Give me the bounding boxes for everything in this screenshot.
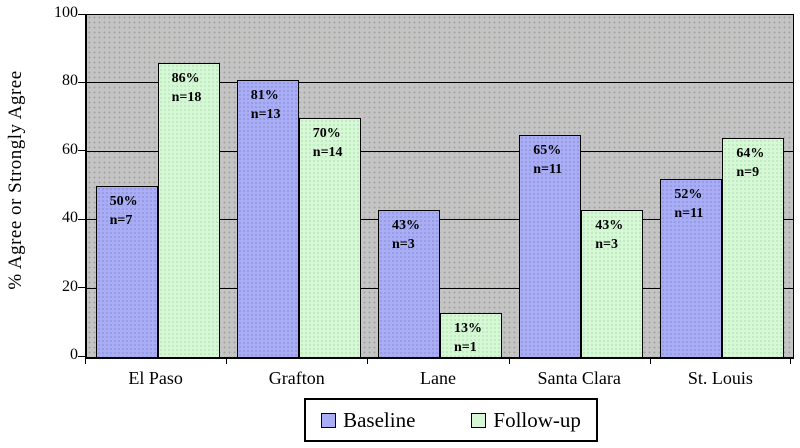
legend-swatch-follow-up (471, 412, 487, 428)
bar-label: 52% n=11 (674, 187, 704, 222)
legend-item-follow-up: Follow-up (471, 408, 581, 433)
y-axis-title: % Agree or Strongly Agree (5, 70, 26, 290)
bar-follow-up-st-louis: 64% n=9 (722, 138, 785, 357)
gridline-60 (87, 150, 793, 152)
bar-baseline-santa-clara: 65% n=11 (519, 134, 582, 357)
y-tick-mark-80 (78, 81, 85, 83)
x-category-label-0: El Paso (128, 368, 183, 388)
y-tick-mark-0 (78, 355, 85, 357)
bar-baseline-lane: 43% n=3 (378, 209, 440, 357)
gridline-80 (87, 82, 793, 84)
legend: Baseline Follow-up (304, 398, 598, 442)
x-tick-mark-1 (226, 358, 228, 364)
x-tick-mark-3 (508, 358, 510, 364)
y-tick-mark-40 (78, 218, 85, 220)
y-tick-label-0: 0 (70, 346, 78, 364)
y-tick-label-100: 100 (54, 4, 78, 22)
gridline-20 (87, 287, 793, 289)
bar-label: 50% n=7 (109, 194, 138, 228)
bar-label: 64% n=9 (736, 146, 765, 181)
bar-label: 70% n=14 (312, 125, 343, 160)
y-tick-mark-100 (78, 13, 85, 15)
x-tick-mark-4 (649, 358, 651, 364)
x-category-label-3: Santa Clara (537, 368, 621, 388)
bar-baseline-el-paso: 50% n=7 (95, 186, 158, 357)
bar-follow-up-el-paso: 86% n=18 (157, 62, 220, 357)
x-tick-mark-5 (790, 358, 791, 364)
x-category-label-1: Grafton (268, 368, 325, 388)
bar-label: 43% n=3 (595, 217, 624, 252)
legend-swatch-baseline (321, 412, 337, 428)
bar-label: 43% n=3 (392, 217, 420, 252)
legend-label-follow-up: Follow-up (493, 407, 581, 432)
legend-item-baseline: Baseline (321, 408, 415, 433)
y-tick-label-60: 60 (62, 140, 78, 158)
y-tick-label-20: 20 (62, 277, 78, 295)
bar-label: 65% n=11 (533, 142, 563, 177)
x-category-label-4: St. Louis (687, 368, 753, 388)
gridline-40 (87, 219, 793, 221)
y-tick-mark-60 (78, 150, 85, 152)
plot-area: 50% n=7 86% n=18 81% n=13 70% n=14 43% n=3 13% n=1 6… (85, 14, 794, 359)
bar-follow-up-grafton: 70% n=14 (298, 117, 361, 357)
x-tick-mark-2 (367, 358, 369, 364)
x-category-label-2: Lane (419, 368, 456, 388)
bar-label: 13% n=1 (454, 320, 482, 355)
bar-label: 86% n=18 (171, 70, 202, 105)
bar-baseline-st-louis: 52% n=11 (660, 179, 723, 357)
bar-follow-up-lane: 13% n=1 (440, 312, 502, 357)
legend-label-baseline: Baseline (343, 407, 416, 432)
y-tick-mark-20 (78, 287, 85, 289)
bar-follow-up-santa-clara: 43% n=3 (581, 209, 644, 357)
y-tick-label-80: 80 (62, 72, 78, 90)
y-tick-label-40: 40 (62, 209, 78, 227)
bar-baseline-grafton: 81% n=13 (236, 79, 299, 357)
x-tick-mark-0 (85, 358, 86, 364)
bar-label: 81% n=13 (250, 87, 281, 122)
